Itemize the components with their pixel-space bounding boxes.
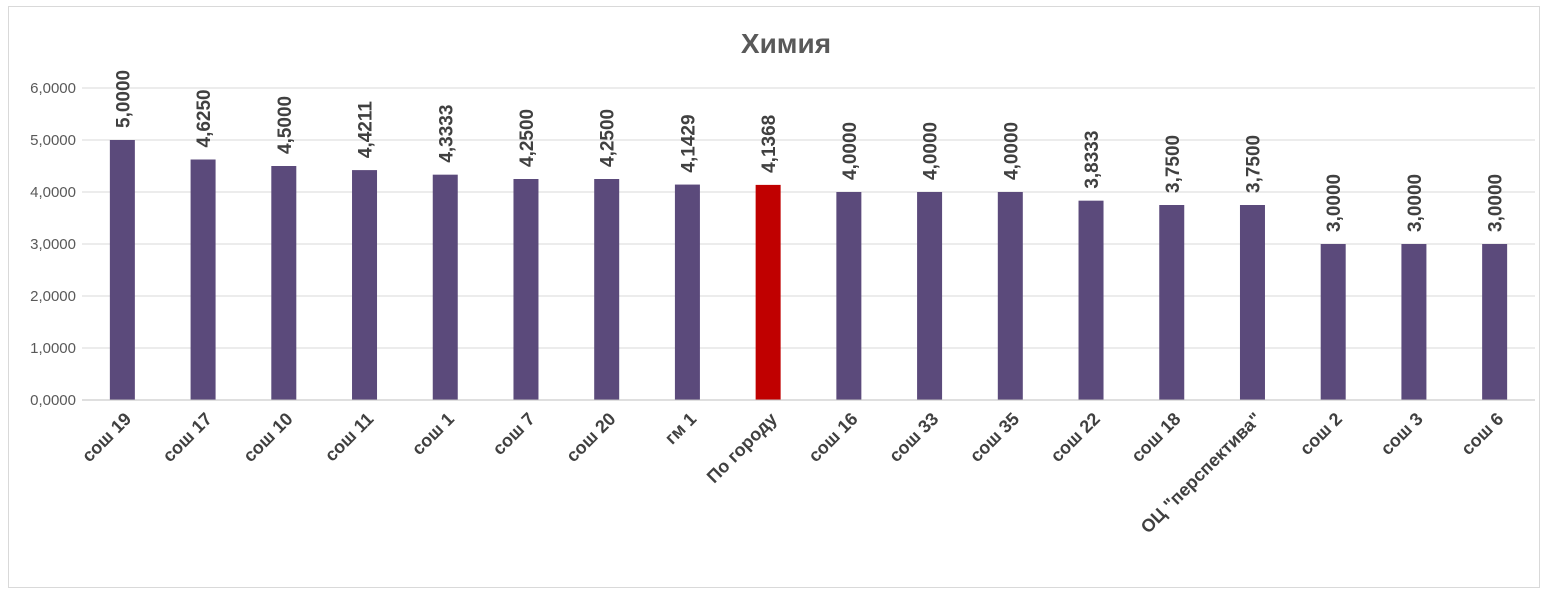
data-label: 3,0000 [1486,174,1507,232]
data-label: 4,5000 [275,96,296,154]
bar [917,192,943,400]
bar [513,179,539,400]
bar [109,140,135,400]
y-tick-label: 2,0000 [30,288,76,305]
data-label: 3,7500 [1243,135,1264,193]
x-tick-label: сош 2 [1296,409,1346,459]
x-tick-label: сош 7 [489,409,539,459]
bar [352,170,378,400]
x-tick-label: гм 1 [661,409,700,448]
bar [271,166,297,400]
x-axis-ticks: сош 19 сош 17 сош 10 сош 11 сош 1 сош 7 сош 20… [78,409,1508,537]
x-tick-label: сош 1 [408,409,458,459]
x-tick-label: сош 33 [885,409,942,466]
y-tick-label: 3,0000 [30,236,76,253]
y-tick-label: 1,0000 [30,340,76,357]
data-label: 3,0000 [1405,174,1426,232]
bar [1078,200,1104,400]
data-label: 4,0000 [1001,122,1022,180]
y-tick-label: 0,0000 [30,392,76,409]
data-label: 3,0000 [1324,174,1345,232]
y-tick-label: 6,0000 [30,80,76,97]
bar [1239,205,1265,400]
bar [190,159,216,400]
bar [674,184,700,400]
data-label: 4,6250 [194,89,215,147]
data-label: 4,3333 [436,105,457,163]
x-tick-label: сош 6 [1457,409,1507,459]
x-tick-label: По городу [703,409,781,487]
x-tick-label: сош 10 [239,409,296,466]
bar [432,174,458,400]
chart-title: Химия [741,28,831,59]
y-axis-ticks: 0,0000 1,0000 2,0000 3,0000 4,0000 5,0000 6,00… [30,80,76,409]
bars [109,140,1508,400]
x-tick-label: сош 17 [159,409,216,466]
data-label: 3,8333 [1082,131,1103,189]
x-tick-label: сош 22 [1047,409,1104,466]
bar [755,184,781,400]
x-tick-label: сош 19 [78,409,135,466]
bar [836,192,862,400]
data-label: 4,1429 [678,114,699,172]
x-tick-label: сош 35 [966,409,1023,466]
gridlines [82,87,1535,349]
data-label: 4,0000 [840,122,861,180]
x-tick-label: сош 11 [321,409,378,466]
data-label: 4,1368 [759,115,780,173]
data-label: 5,0000 [113,70,134,128]
data-label: 4,0000 [921,122,942,180]
data-label: 3,7500 [1163,135,1184,193]
data-labels: 5,0000 4,6250 4,5000 4,4211 4,3333 4,2500 4,25… [113,70,1506,232]
data-label: 4,2500 [598,109,619,167]
bar [1482,244,1508,400]
data-label: 4,2500 [517,109,538,167]
data-label: 4,4211 [356,101,377,158]
x-tick-label: сош 18 [1127,409,1184,466]
x-tick-label: сош 20 [562,409,619,466]
bar [1159,205,1185,400]
x-tick-label: сош 3 [1377,409,1427,459]
x-tick-label: сош 16 [804,409,861,466]
y-tick-label: 5,0000 [30,132,76,149]
bar [1401,244,1427,400]
y-tick-label: 4,0000 [30,184,76,201]
bar [1320,244,1346,400]
bar [997,192,1023,400]
bar [594,179,620,400]
